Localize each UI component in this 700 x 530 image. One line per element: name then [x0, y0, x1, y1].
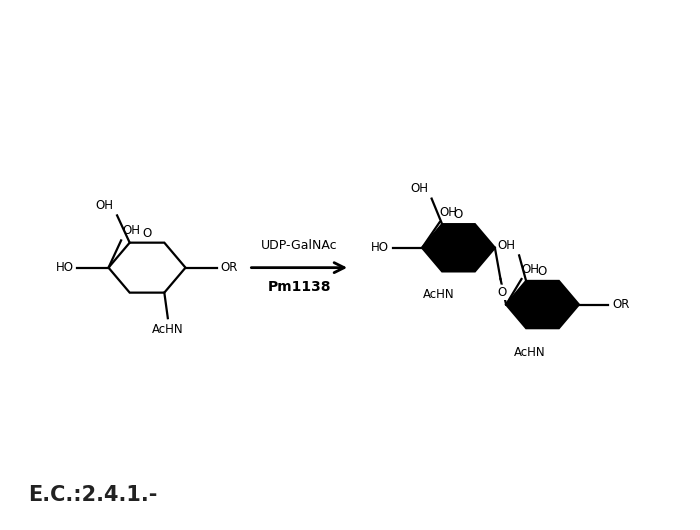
Text: HO: HO — [55, 261, 74, 274]
Text: EN01010 α1,3-N-acetylgalactosaminyltransferase;Pm1138: EN01010 α1,3-N-acetylgalactosaminyltrans… — [0, 22, 700, 47]
Text: OH: OH — [96, 199, 113, 212]
Text: O: O — [497, 286, 507, 299]
Text: OH: OH — [522, 262, 540, 276]
Text: HO: HO — [371, 241, 389, 254]
Text: AcHN: AcHN — [514, 347, 545, 359]
Text: E.C.:2.4.1.-: E.C.:2.4.1.- — [28, 485, 158, 505]
Text: AcHN: AcHN — [152, 323, 183, 335]
Polygon shape — [422, 224, 495, 271]
Text: O: O — [454, 208, 463, 222]
Text: OH: OH — [122, 224, 141, 237]
Polygon shape — [506, 281, 579, 328]
Text: O: O — [142, 227, 152, 240]
Text: OH: OH — [498, 239, 516, 252]
Text: OH: OH — [440, 206, 458, 219]
Polygon shape — [108, 243, 186, 293]
Text: UDP-GalNAc: UDP-GalNAc — [261, 238, 337, 252]
Text: OR: OR — [220, 261, 238, 274]
Text: O: O — [538, 265, 547, 278]
Text: Pm1138: Pm1138 — [267, 280, 331, 294]
Text: AcHN: AcHN — [423, 288, 454, 302]
Text: OR: OR — [612, 298, 630, 311]
Text: OH: OH — [410, 182, 428, 195]
